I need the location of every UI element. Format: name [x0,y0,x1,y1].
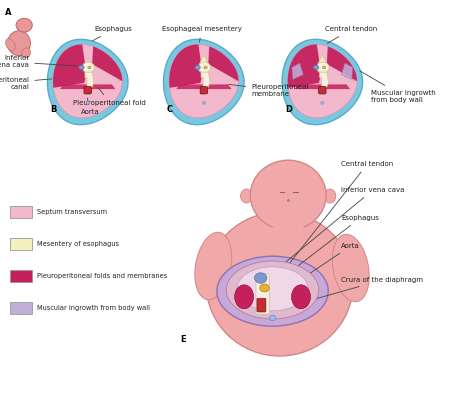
Polygon shape [315,55,329,72]
Polygon shape [53,44,86,88]
Circle shape [255,273,267,283]
Circle shape [204,66,207,69]
Text: Aorta: Aorta [265,243,360,303]
Text: Esophageal mesentery: Esophageal mesentery [162,26,241,42]
Text: Pleuroperitoneal
membrane: Pleuroperitoneal membrane [229,84,309,97]
Text: Inferior
vena cava: Inferior vena cava [0,55,76,68]
Polygon shape [60,84,115,89]
Text: Muscular ingrowth
from body wall: Muscular ingrowth from body wall [360,71,436,102]
Polygon shape [206,46,238,83]
Polygon shape [176,84,231,89]
Text: Crura of the diaphragm: Crura of the diaphragm [265,277,423,313]
FancyBboxPatch shape [257,298,266,312]
FancyBboxPatch shape [10,238,32,250]
Ellipse shape [237,267,308,311]
Circle shape [313,65,319,70]
Text: Pleuroperitoneal fold: Pleuroperitoneal fold [73,88,146,106]
Text: Inferior vena cava: Inferior vena cava [269,187,405,276]
Ellipse shape [234,74,238,81]
Circle shape [260,284,269,292]
Ellipse shape [352,74,356,81]
Text: Central tendon: Central tendon [282,161,393,274]
Polygon shape [53,44,122,118]
Text: Pericardioperitoneal
canal: Pericardioperitoneal canal [0,77,52,90]
Ellipse shape [240,189,252,203]
Text: Aorta: Aorta [81,98,100,115]
Polygon shape [341,63,353,79]
Text: Pleuroperitoneal folds and membranes: Pleuroperitoneal folds and membranes [37,273,168,279]
Polygon shape [197,55,211,72]
Circle shape [195,65,200,70]
Text: Central tendon: Central tendon [325,26,377,44]
FancyBboxPatch shape [84,86,91,94]
Polygon shape [324,46,357,83]
Ellipse shape [8,31,30,56]
Circle shape [321,102,324,104]
Ellipse shape [317,62,329,73]
Text: E: E [180,335,186,344]
Polygon shape [288,44,357,118]
FancyBboxPatch shape [319,86,326,94]
Ellipse shape [170,74,174,81]
Ellipse shape [235,285,254,309]
Ellipse shape [288,74,292,81]
Polygon shape [90,46,122,83]
Ellipse shape [250,160,326,230]
Polygon shape [85,72,94,88]
Polygon shape [282,39,363,125]
Text: Esophagus: Esophagus [92,26,133,41]
Text: B: B [51,105,57,114]
Polygon shape [288,44,320,88]
Ellipse shape [324,189,336,203]
Text: C: C [167,105,173,114]
Ellipse shape [217,256,328,326]
Ellipse shape [226,261,319,319]
Text: Mesentery of esophagus: Mesentery of esophagus [37,241,119,247]
Polygon shape [292,63,303,79]
Text: Muscular ingrowth from body wall: Muscular ingrowth from body wall [37,305,150,311]
Ellipse shape [206,212,353,356]
Ellipse shape [16,18,32,32]
Ellipse shape [332,234,369,302]
Ellipse shape [273,216,303,240]
Ellipse shape [118,74,122,81]
Text: Esophagus: Esophagus [272,215,379,286]
Polygon shape [169,44,238,118]
Text: A: A [5,8,11,17]
Ellipse shape [22,48,30,58]
Ellipse shape [292,285,310,309]
Ellipse shape [6,39,15,51]
FancyBboxPatch shape [200,86,208,94]
Circle shape [202,102,205,104]
Polygon shape [295,84,350,89]
Circle shape [269,315,276,321]
Polygon shape [319,72,328,88]
Polygon shape [201,72,210,88]
Ellipse shape [54,74,58,81]
Text: D: D [285,105,292,114]
Circle shape [88,66,91,69]
Ellipse shape [199,62,210,73]
Ellipse shape [82,62,94,73]
FancyBboxPatch shape [10,270,32,282]
Text: Septum transversum: Septum transversum [37,209,108,215]
Circle shape [79,65,84,70]
FancyBboxPatch shape [256,274,269,314]
Polygon shape [164,39,244,125]
FancyBboxPatch shape [10,206,32,218]
Polygon shape [169,44,202,88]
Circle shape [322,66,326,69]
FancyBboxPatch shape [10,302,32,314]
Circle shape [86,102,89,104]
Polygon shape [47,39,128,125]
Ellipse shape [195,232,232,300]
